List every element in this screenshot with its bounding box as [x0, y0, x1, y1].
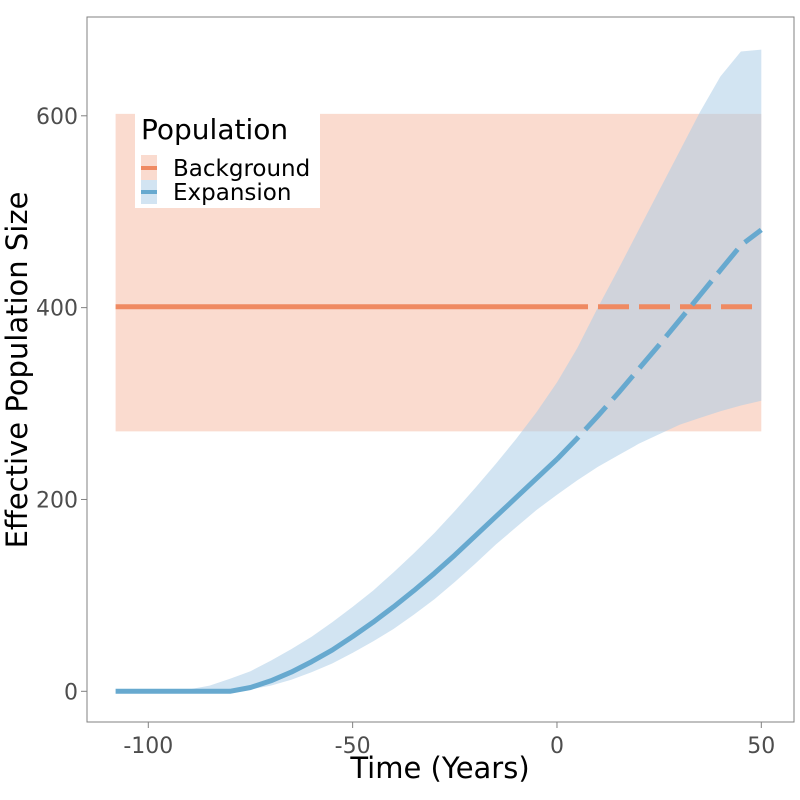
y-tick-label: 600 — [36, 105, 78, 130]
y-tick-label: 0 — [64, 680, 78, 705]
series-lines — [115, 227, 763, 694]
y-tick-label: 200 — [36, 488, 78, 513]
y-tick-label: 400 — [36, 297, 78, 322]
legend-label-background: Background — [173, 156, 310, 182]
x-tick-label: 0 — [550, 734, 564, 759]
y-axis-title: Effective Population Size — [0, 192, 34, 549]
legend-title: Population — [141, 113, 288, 146]
expansion-line-projected — [555, 227, 763, 461]
x-tick-label: -100 — [123, 734, 173, 759]
plot-border — [86, 16, 795, 723]
expansion-confidence-band — [115, 49, 762, 692]
legend-label-expansion: Expansion — [173, 180, 291, 206]
axis-ticks: -100 -50 0 50 0 200 400 600 — [36, 105, 775, 759]
legend: Population Background Expansion — [135, 111, 320, 208]
x-tick-label: -50 — [335, 734, 371, 759]
expansion-line-observed — [115, 457, 559, 694]
x-axis-title: Time (Years) — [349, 751, 529, 785]
legend-background — [135, 111, 320, 208]
x-tick-label: 50 — [747, 734, 775, 759]
